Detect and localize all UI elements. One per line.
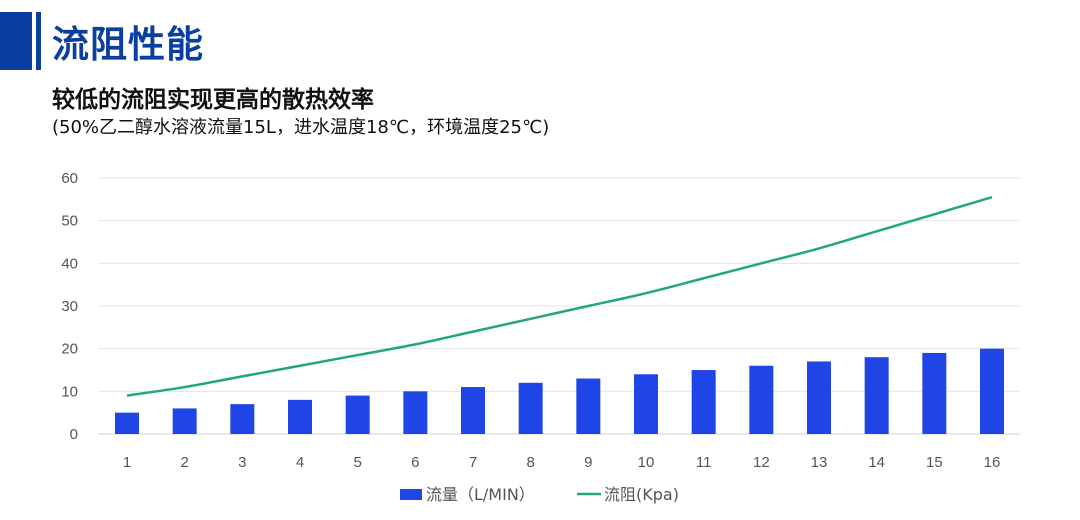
- y-tick-label: 10: [61, 383, 78, 400]
- bar: [980, 348, 1004, 434]
- legend-label-flow: 流量（L/MIN）: [426, 485, 535, 504]
- bar: [288, 399, 312, 434]
- x-tick-label: 1: [123, 454, 131, 471]
- subtitle: 较低的流阻实现更高的散热效率: [52, 87, 374, 113]
- x-tick-label: 7: [469, 454, 477, 471]
- x-tick-label: 5: [353, 454, 361, 471]
- bar: [634, 374, 658, 434]
- x-tick-label: 13: [811, 454, 828, 471]
- x-tick-label: 14: [868, 454, 885, 471]
- y-tick-label: 30: [61, 298, 78, 315]
- legend-bar-swatch: [400, 489, 422, 500]
- bar: [864, 357, 889, 434]
- bar: [807, 361, 831, 434]
- x-tick-label: 6: [411, 454, 419, 471]
- bar: [922, 352, 947, 434]
- y-tick-label: 40: [61, 255, 78, 272]
- bar: [345, 395, 370, 434]
- bar: [115, 412, 139, 434]
- y-tick-label: 0: [70, 426, 78, 443]
- x-tick-label: 16: [984, 454, 1001, 471]
- header-accent-bar: [36, 12, 41, 70]
- x-tick-label: 9: [584, 454, 592, 471]
- x-tick-label: 15: [926, 454, 943, 471]
- x-tick-label: 11: [696, 454, 712, 471]
- bar: [403, 391, 428, 434]
- bar: [749, 365, 774, 434]
- bar: [172, 408, 197, 434]
- x-tick-label: 10: [638, 454, 655, 471]
- x-tick-label: 8: [526, 454, 534, 471]
- x-tick-label: 12: [753, 454, 770, 471]
- x-tick-label: 2: [180, 454, 188, 471]
- series-line: [126, 196, 993, 397]
- bar: [230, 404, 255, 434]
- bar: [691, 370, 716, 434]
- x-tick-label: 3: [238, 454, 246, 471]
- bar: [461, 387, 485, 434]
- page-title: 流阻性能: [52, 23, 204, 66]
- bar: [576, 378, 601, 434]
- y-tick-label: 20: [61, 341, 78, 358]
- bar: [518, 382, 543, 434]
- x-tick-label: 4: [296, 454, 304, 471]
- legend-label-resistance: 流阻(Kpa): [604, 485, 679, 504]
- y-tick-label: 50: [61, 213, 78, 230]
- test-conditions-note: (50%乙二醇水溶液流量15L，进水温度18℃，环境温度25℃): [52, 117, 550, 138]
- y-tick-label: 60: [61, 170, 78, 187]
- header-accent-block: [0, 12, 32, 70]
